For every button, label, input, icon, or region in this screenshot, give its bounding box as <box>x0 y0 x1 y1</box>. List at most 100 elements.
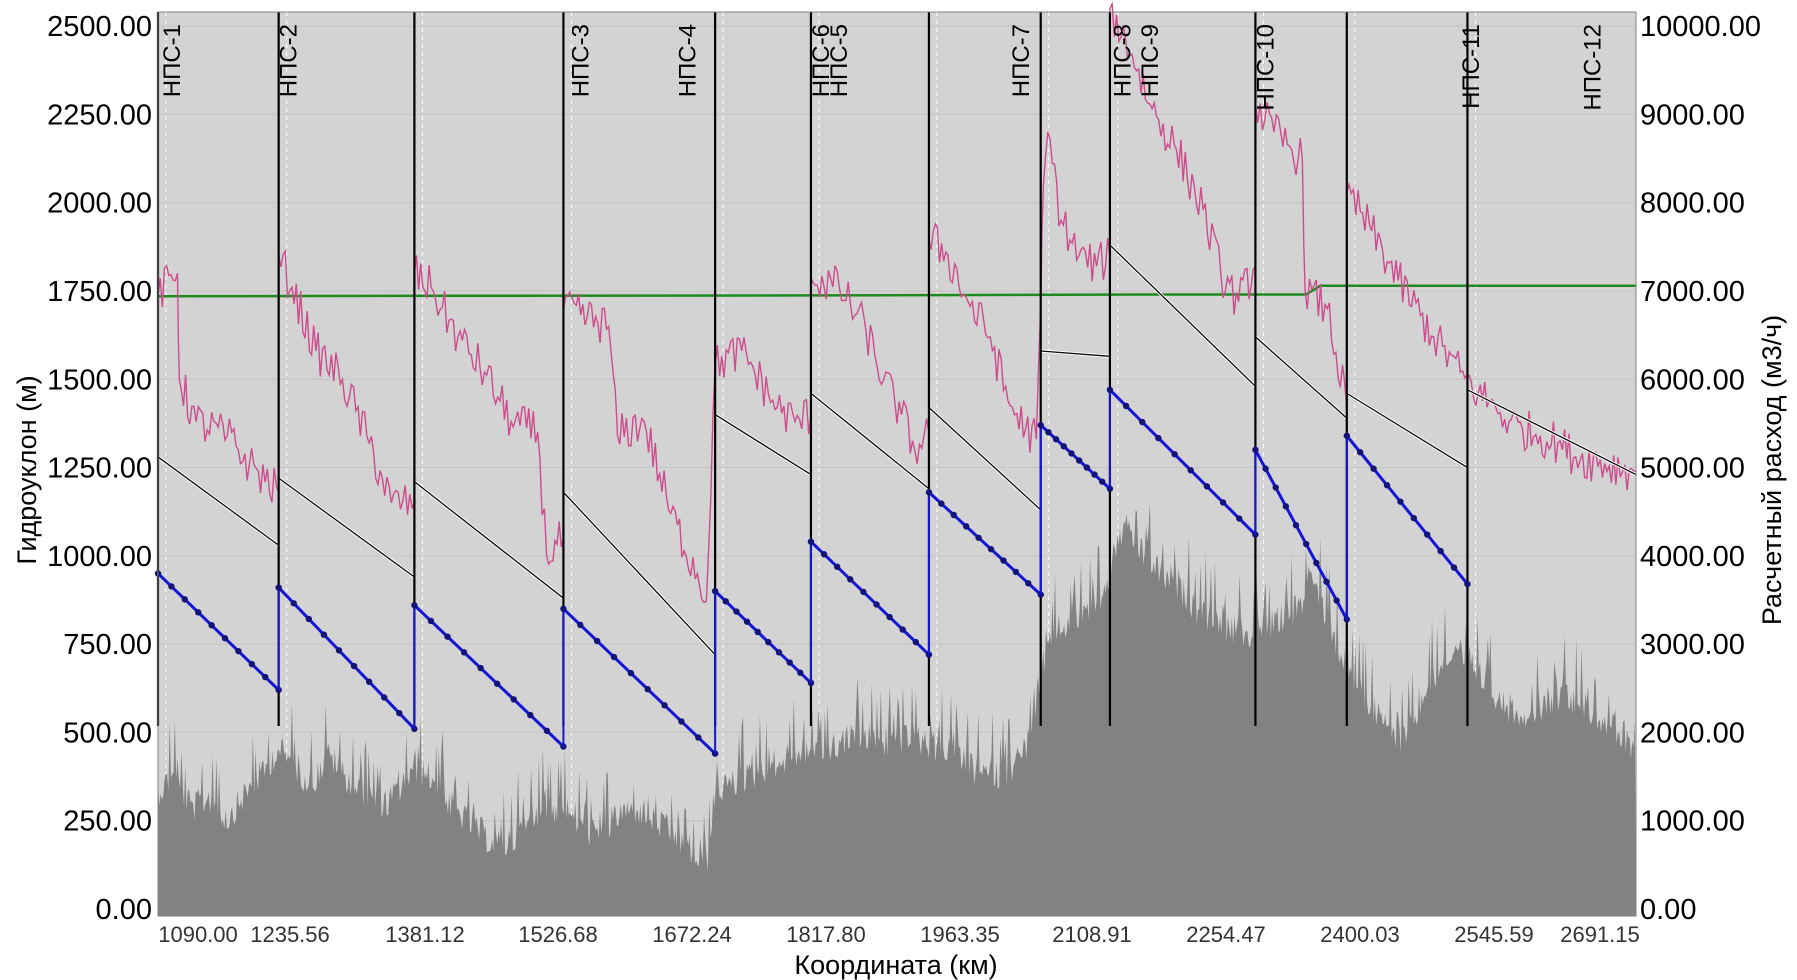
head-line-marker <box>754 628 761 636</box>
station-label: НПС-4 <box>674 24 701 97</box>
head-line-marker <box>1410 514 1418 522</box>
head-line-marker <box>1203 483 1211 490</box>
station-label: НПС-8 <box>1110 24 1137 97</box>
head-line-marker <box>1075 457 1083 464</box>
gradient-line-segment <box>562 491 716 656</box>
head-line-marker <box>644 686 651 693</box>
head-line-marker <box>477 664 484 672</box>
station-label: НПС-9 <box>1137 24 1164 97</box>
x-tick-label: 1235.56 <box>250 922 330 947</box>
head-line-marker <box>168 583 175 590</box>
x-axis-title: Координата (км) <box>794 950 997 980</box>
head-line-marker <box>1370 465 1377 472</box>
head-line-marker <box>444 633 451 640</box>
head-line-marker <box>1282 503 1290 510</box>
y-tick-label: 2000.00 <box>47 188 152 220</box>
head-line-segment <box>1345 434 1469 586</box>
head-line-marker <box>743 618 751 625</box>
x-tick-label: 1381.12 <box>385 922 465 947</box>
y2-tick-label: 6000.00 <box>1640 364 1745 396</box>
gradient-line-segment <box>278 477 415 578</box>
head-line-marker <box>860 588 867 596</box>
head-line-marker <box>775 649 783 656</box>
head-line-marker <box>1262 465 1269 472</box>
gradient-line-segment <box>714 414 812 476</box>
y-tick-label: 1750.00 <box>47 276 152 308</box>
terrain-area <box>158 502 1636 916</box>
y-tick-label: 500.00 <box>63 717 152 749</box>
y2-tick-label: 10000.00 <box>1640 11 1761 43</box>
head-line-marker <box>695 734 702 741</box>
head-line-marker <box>833 563 841 570</box>
head-line-marker <box>460 649 468 656</box>
y-tick-label: 1500.00 <box>47 364 152 396</box>
y-tick-label: 2500.00 <box>47 11 152 43</box>
head-line-marker <box>1099 478 1106 485</box>
head-line-marker <box>1464 580 1471 588</box>
head-line-segment <box>562 607 717 755</box>
x-tick-label: 2400.03 <box>1320 922 1400 947</box>
head-line-marker <box>1122 402 1130 410</box>
head-line-marker <box>975 534 982 541</box>
gradient-line-segment <box>1109 244 1256 387</box>
head-line-segment <box>277 586 416 730</box>
x-tick-label: 2108.91 <box>1052 922 1132 947</box>
head-line-marker <box>195 609 202 616</box>
x-tick-label: 2691.15 <box>1560 922 1640 947</box>
head-line-marker <box>610 653 618 661</box>
head-line-marker <box>1025 580 1032 587</box>
gradient-line-segment <box>1254 336 1348 419</box>
x-tick-label: 2545.59 <box>1454 922 1534 947</box>
station-label: НПС-6 <box>808 24 835 97</box>
x-tick-label: 1672.24 <box>652 922 732 947</box>
head-line-segment <box>714 590 812 685</box>
head-line-marker <box>1292 522 1300 529</box>
head-line-marker <box>912 638 920 646</box>
head-line-marker <box>1083 464 1091 471</box>
head-line-marker <box>320 631 328 638</box>
y2-axis-title: Расчетный расход (м3/ч) <box>1757 315 1787 625</box>
station-label: НПС-5 <box>826 24 853 97</box>
head-line-marker <box>262 673 269 681</box>
gradient-line-segment <box>1467 389 1637 476</box>
station-label: НПС-1 <box>159 24 186 97</box>
y2-tick-label: 8000.00 <box>1640 188 1745 220</box>
head-line-marker <box>786 659 793 666</box>
head-line-marker <box>1313 559 1320 567</box>
head-line-segment <box>156 572 280 692</box>
head-line-segment <box>927 491 1042 596</box>
head-line-marker <box>510 696 517 703</box>
station-label: НПС-11 <box>1458 24 1485 109</box>
gradient-line-segment <box>810 392 930 490</box>
gradient-lines <box>157 243 1637 656</box>
y2-tick-label: 9000.00 <box>1640 99 1745 131</box>
head-line-marker <box>335 647 343 654</box>
head-line-marker <box>733 608 740 615</box>
head-line-marker <box>1356 449 1364 456</box>
head-line-marker <box>248 660 256 668</box>
head-line-marker <box>411 602 418 609</box>
head-line-marker <box>1424 531 1431 538</box>
head-line-marker <box>847 576 854 583</box>
y2-tick-label: 4000.00 <box>1640 541 1745 573</box>
head-line-marker <box>1155 434 1162 442</box>
head-line-marker <box>1171 450 1178 458</box>
x-tick-label: 2254.47 <box>1186 922 1266 947</box>
head-line-marker <box>1272 484 1279 491</box>
head-line-marker <box>543 727 551 735</box>
head-line-marker <box>381 694 388 701</box>
gradient-line-segment <box>1040 350 1110 357</box>
head-line-marker <box>1437 547 1444 555</box>
head-line-marker <box>1323 578 1330 585</box>
y-tick-label: 2250.00 <box>47 99 152 131</box>
head-line-marker <box>1383 481 1391 489</box>
head-line-marker <box>1187 467 1194 474</box>
head-line-marker <box>627 669 635 677</box>
head-line-marker <box>1333 597 1340 604</box>
head-line-segment <box>1254 449 1349 621</box>
head-line-marker <box>950 511 957 519</box>
head-line-marker <box>899 626 906 633</box>
head-line-marker <box>1068 450 1075 457</box>
head-line-marker <box>765 638 772 646</box>
head-line-marker <box>208 622 215 629</box>
